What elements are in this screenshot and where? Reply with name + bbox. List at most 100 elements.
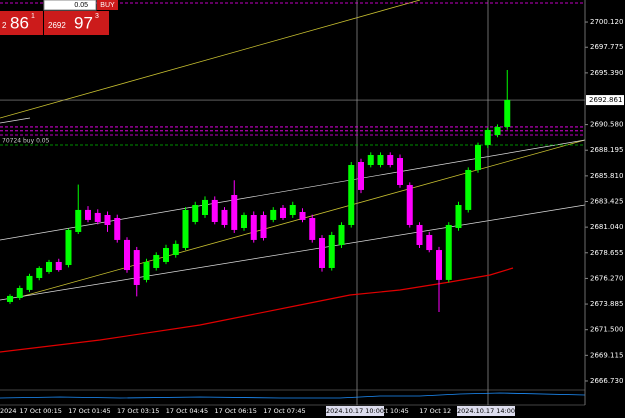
y-tick-label: 2666.730 (590, 377, 623, 385)
buy-button[interactable] (97, 0, 118, 10)
candle-body (211, 199, 218, 222)
buy-price-small: 2692 (48, 21, 66, 30)
channel-line (0, 204, 586, 301)
candle-body (494, 126, 501, 136)
y-tick-label: 2695.390 (590, 69, 623, 77)
candle-body (387, 155, 394, 166)
candle-body (475, 145, 481, 170)
candle-body (299, 211, 306, 220)
trade-panel: 0.05 BUY 2 86 1 2692 97 3 (0, 0, 118, 35)
x-tick-label: 17 Oct 00:15 (20, 407, 62, 415)
candle-body (75, 209, 82, 232)
candle-body (406, 185, 413, 225)
last-price-label: 2692.861 (589, 96, 622, 104)
buy-price-box[interactable] (44, 11, 109, 35)
candle-body (280, 207, 286, 219)
candle-body (465, 169, 472, 210)
candle-body (455, 204, 462, 229)
candle-body (65, 229, 72, 265)
candle-body (309, 218, 316, 240)
candle-body (377, 155, 384, 166)
lot-input[interactable] (43, 0, 97, 11)
candle-body (367, 155, 374, 166)
y-tick-label: 2676.270 (590, 274, 623, 282)
candle-body (55, 261, 62, 271)
crosshair-label-box (457, 406, 515, 416)
trend-line (0, 0, 421, 119)
candle-body (202, 199, 208, 215)
indicator-line (0, 392, 586, 399)
y-tick-label: 2681.040 (590, 223, 623, 231)
sell-price-small: 2 (2, 21, 7, 30)
candle-body (250, 214, 257, 240)
candle-body (192, 204, 199, 222)
candle-body (445, 224, 452, 280)
candle-body (504, 99, 511, 127)
x-tick-label: 17 Oct 12 (419, 407, 451, 415)
candle-body (163, 247, 169, 262)
x-tick-label: 17 Oct 01:45 (68, 407, 110, 415)
candle-body (104, 214, 111, 225)
channel-line (0, 117, 31, 124)
sell-price-box[interactable] (0, 11, 43, 35)
candle-body (182, 209, 189, 248)
candle-body (289, 204, 296, 215)
candle-body (328, 234, 335, 268)
x-tick-label: 17 Oct 07:45 (263, 407, 305, 415)
x-tick-label: 2024 (0, 407, 17, 415)
order-label: 70724 buy 0.05 (2, 138, 50, 145)
y-tick-label: 2700.120 (590, 18, 623, 26)
last-price-box (586, 95, 624, 106)
candle-body (270, 209, 277, 220)
candle-body (338, 224, 345, 245)
candle-body (26, 275, 33, 290)
crosshair-label: 2024.10.17 10:00 (326, 407, 384, 415)
candle-body (16, 287, 23, 298)
candle-body (319, 237, 325, 268)
y-tick-label: 2673.885 (590, 300, 623, 308)
y-tick-label: 2671.500 (590, 326, 623, 334)
candle-body (114, 218, 121, 240)
x-tick-label: 7 Oct 10:45 (371, 407, 409, 415)
buy-price-big: 97 (74, 13, 93, 32)
candle-body (260, 214, 267, 238)
candle-body (358, 161, 364, 190)
candle-body (231, 195, 238, 230)
candle-body (426, 234, 433, 251)
buy-label: BUY (100, 2, 115, 9)
candle-body (416, 224, 423, 245)
candle-body (153, 254, 160, 268)
y-tick-label: 2685.810 (590, 172, 623, 180)
candle-body (143, 261, 150, 280)
sell-price-big: 86 (10, 13, 29, 32)
candle-body (7, 295, 13, 302)
y-tick-label: 2690.580 (590, 121, 623, 129)
candle-body (348, 165, 355, 225)
buy-price-sup: 3 (95, 13, 99, 20)
lot-value: 0.05 (74, 2, 88, 9)
candle-body (124, 239, 130, 271)
x-tick-label: 17 Oct 06:15 (215, 407, 257, 415)
candle-body (133, 250, 140, 285)
candle-body (46, 261, 52, 272)
candle-body (85, 209, 91, 220)
candle-body (221, 209, 228, 225)
y-tick-label: 2697.775 (590, 43, 623, 51)
candle-body (36, 267, 43, 278)
candle-body (241, 214, 247, 229)
y-tick-label: 2683.425 (590, 198, 623, 206)
candle-body (436, 250, 442, 280)
candle-body (94, 212, 101, 222)
x-tick-label: 17 Oct 03:15 (117, 407, 159, 415)
candle-body (484, 129, 491, 146)
y-tick-label: 2688.195 (590, 146, 623, 154)
x-tick-label: 17 Oct 04:45 (166, 407, 208, 415)
candle-body (172, 243, 179, 255)
crosshair-label-box (326, 406, 384, 416)
y-tick-label: 2678.655 (590, 249, 623, 257)
candle-body (397, 158, 403, 186)
sell-price-sup: 1 (31, 13, 35, 20)
